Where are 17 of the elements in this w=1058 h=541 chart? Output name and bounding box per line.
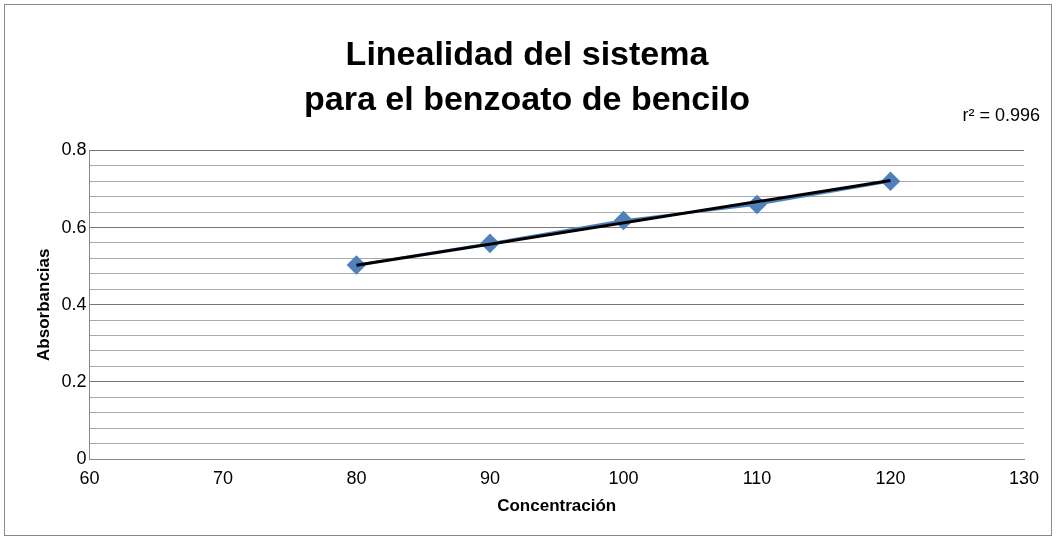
x-tick-label: 120 <box>875 467 906 488</box>
y-tick-label: 0 <box>76 447 87 468</box>
y-tick-label: 0.6 <box>61 216 87 237</box>
x-tick-label: 110 <box>742 467 772 488</box>
y-tick-label: 0.2 <box>61 370 87 391</box>
x-tick-label: 100 <box>608 467 639 488</box>
x-tick-label: 130 <box>1008 467 1040 488</box>
text: r² = 0.996 <box>962 104 1040 125</box>
y-axis-title: Absorbancias <box>33 248 53 361</box>
y-tick-label: 0.4 <box>61 293 87 314</box>
x-tick-label: 80 <box>346 467 367 488</box>
y-tick-label: 0.8 <box>61 139 87 160</box>
x-axis-title: Concentración <box>497 496 617 516</box>
x-tick-label: 90 <box>479 467 500 488</box>
x-tick-label: 70 <box>212 467 233 488</box>
chart-title: Linealidad del sistema para el benzoato de bencilo <box>304 34 750 117</box>
x-tick-label: 60 <box>79 467 100 488</box>
